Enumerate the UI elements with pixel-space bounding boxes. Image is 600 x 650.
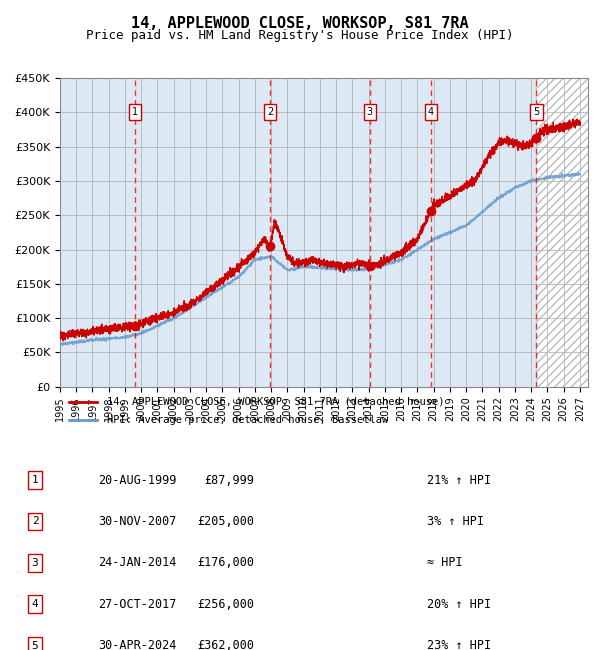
- Text: 23% ↑ HPI: 23% ↑ HPI: [427, 639, 491, 650]
- Text: 5: 5: [32, 640, 38, 650]
- Text: 21% ↑ HPI: 21% ↑ HPI: [427, 474, 491, 487]
- Text: 30-NOV-2007: 30-NOV-2007: [98, 515, 177, 528]
- Text: 20-AUG-1999: 20-AUG-1999: [98, 474, 177, 487]
- Text: 2: 2: [267, 107, 273, 117]
- Text: 2: 2: [32, 517, 38, 526]
- Text: 14, APPLEWOOD CLOSE, WORKSOP, S81 7RA (detached house): 14, APPLEWOOD CLOSE, WORKSOP, S81 7RA (d…: [107, 397, 444, 407]
- Text: 3: 3: [367, 107, 373, 117]
- Text: £362,000: £362,000: [197, 639, 254, 650]
- Text: £87,999: £87,999: [204, 474, 254, 487]
- Text: ≈ HPI: ≈ HPI: [427, 556, 463, 569]
- Text: 20% ↑ HPI: 20% ↑ HPI: [427, 598, 491, 611]
- Text: 27-OCT-2017: 27-OCT-2017: [98, 598, 177, 611]
- Bar: [536, 78, 588, 387]
- Text: £256,000: £256,000: [197, 598, 254, 611]
- Text: £205,000: £205,000: [197, 515, 254, 528]
- Text: 14, APPLEWOOD CLOSE, WORKSOP, S81 7RA: 14, APPLEWOOD CLOSE, WORKSOP, S81 7RA: [131, 16, 469, 31]
- Text: 30-APR-2024: 30-APR-2024: [98, 639, 177, 650]
- Text: 3% ↑ HPI: 3% ↑ HPI: [427, 515, 484, 528]
- Text: HPI: Average price, detached house, Bassetlaw: HPI: Average price, detached house, Bass…: [107, 415, 388, 425]
- Text: Price paid vs. HM Land Registry's House Price Index (HPI): Price paid vs. HM Land Registry's House …: [86, 29, 514, 42]
- Text: 1: 1: [133, 107, 139, 117]
- Bar: [536, 78, 588, 387]
- Text: 1: 1: [32, 475, 38, 485]
- Text: £176,000: £176,000: [197, 556, 254, 569]
- Text: 4: 4: [32, 599, 38, 609]
- Text: 24-JAN-2014: 24-JAN-2014: [98, 556, 177, 569]
- Text: 4: 4: [428, 107, 434, 117]
- Text: 3: 3: [32, 558, 38, 568]
- Text: 5: 5: [533, 107, 539, 117]
